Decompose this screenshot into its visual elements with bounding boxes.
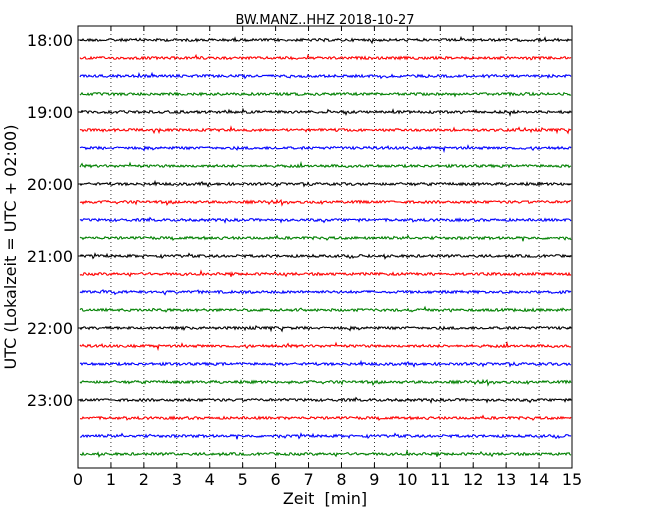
chart-title: BW.MANZ..HHZ 2018-10-27: [235, 13, 414, 28]
trace-line: [79, 144, 572, 154]
x-tick-label: 13: [496, 470, 516, 489]
trace-line: [79, 359, 572, 368]
y-tick-label: 21:00: [27, 247, 73, 266]
trace-line: [79, 216, 572, 224]
plot-frame: [77, 25, 573, 469]
trace-line: [79, 252, 572, 260]
trace-line: [79, 289, 572, 296]
x-tick-label: 0: [73, 470, 83, 489]
x-tick-label: 3: [172, 470, 182, 489]
x-axis-label: Zeit [min]: [283, 489, 367, 508]
trace-line: [79, 269, 572, 278]
y-tick-label: 22:00: [27, 319, 73, 338]
trace-line: [79, 125, 572, 135]
x-axis: 0 1 2 3 4 5 6 7 8 9 10 11 12 13 14 15: [73, 26, 582, 489]
x-tick-label: 2: [139, 470, 149, 489]
grid: [110, 26, 540, 468]
trace-line: [79, 53, 572, 61]
trace-line: [79, 91, 572, 98]
x-tick-label: 12: [463, 470, 483, 489]
y-tick-label: 19:00: [27, 103, 73, 122]
x-tick-label: 14: [529, 470, 549, 489]
trace-line: [79, 449, 572, 458]
trace-line: [79, 396, 572, 404]
traces: [79, 35, 572, 458]
trace-line: [79, 179, 572, 188]
trace-line: [79, 234, 572, 242]
x-tick-label: 11: [430, 470, 450, 489]
x-tick-label: 8: [336, 470, 346, 489]
x-tick-label: 9: [369, 470, 379, 489]
trace-line: [79, 107, 572, 117]
x-tick-label: 7: [303, 470, 313, 489]
trace-line: [79, 305, 572, 313]
x-tick-label: 6: [271, 470, 281, 489]
trace-line: [79, 35, 572, 45]
y-axis-label: UTC (Lokalzeit = UTC + 02:00): [1, 125, 20, 370]
trace-line: [79, 324, 572, 333]
x-tick-label: 15: [562, 470, 582, 489]
trace-line: [79, 340, 572, 352]
y-tick-label: 20:00: [27, 175, 73, 194]
trace-line: [79, 414, 572, 422]
y-tick-label: 23:00: [27, 391, 73, 410]
trace-line: [79, 198, 572, 207]
x-tick-label: 10: [397, 470, 417, 489]
trace-line: [79, 432, 572, 440]
trace-line: [79, 71, 572, 80]
x-tick-label: 4: [205, 470, 215, 489]
y-axis: 18:00 19:00 20:00 21:00 22:00 23:00: [27, 31, 572, 410]
x-tick-label: 5: [238, 470, 248, 489]
trace-line: [79, 378, 572, 387]
x-tick-label: 1: [106, 470, 116, 489]
trace-line: [79, 160, 572, 169]
y-tick-label: 18:00: [27, 31, 73, 50]
